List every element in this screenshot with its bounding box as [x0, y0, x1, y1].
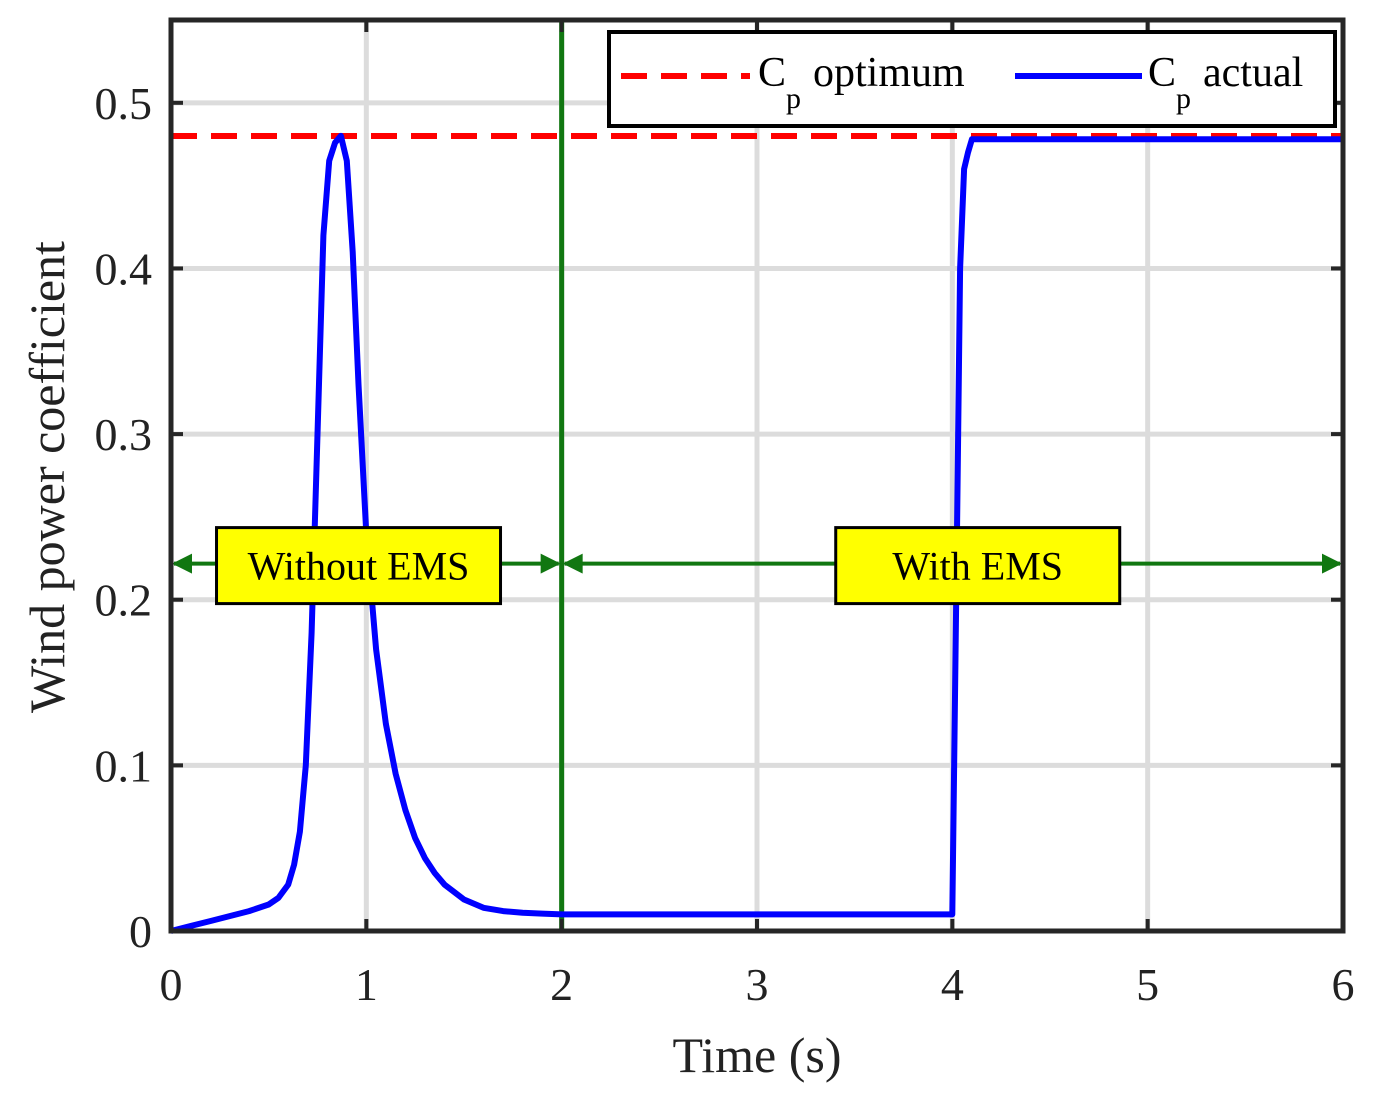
annotation-label-1: With EMS	[892, 544, 1063, 589]
annotation-label-0: Without EMS	[248, 544, 470, 589]
legend-box	[607, 30, 1337, 128]
y-tick-label-3: 0.3	[95, 409, 153, 460]
x-tick-label-0: 0	[160, 959, 183, 1010]
ticks: 0 1 2 3 4 5 6 0 0.1 0.2 0.3 0.4 0.5	[95, 20, 1355, 1010]
y-tick-label-0: 0	[129, 906, 152, 957]
legend-label-0: Cpoptimum	[758, 50, 965, 115]
y-tick-label-5: 0.5	[95, 78, 153, 129]
annotation-box-1	[834, 526, 1122, 606]
x-tick-label-2: 2	[550, 959, 573, 1010]
y-tick-label-2: 0.2	[95, 575, 153, 626]
x-axis-title: Time (s)	[672, 1027, 841, 1083]
legend: Cpoptimum Cpactual	[607, 30, 1337, 128]
x-tick-label-1: 1	[355, 959, 378, 1010]
annotations: Without EMS With EMS	[172, 526, 1342, 606]
y-tick-label-1: 0.1	[95, 740, 153, 791]
legend-label-1: Cpactual	[1148, 50, 1303, 115]
y-axis-title: Wind power coefficient	[19, 241, 75, 713]
x-tick-label-6: 6	[1332, 959, 1355, 1010]
x-tick-label-4: 4	[941, 959, 964, 1010]
series-cp-actual	[170, 132, 1343, 934]
x-tick-label-5: 5	[1136, 959, 1159, 1010]
annotation-box-0	[215, 526, 503, 606]
y-tick-label-4: 0.4	[95, 243, 153, 294]
x-tick-label-3: 3	[746, 959, 769, 1010]
plot-area	[170, 20, 1343, 934]
